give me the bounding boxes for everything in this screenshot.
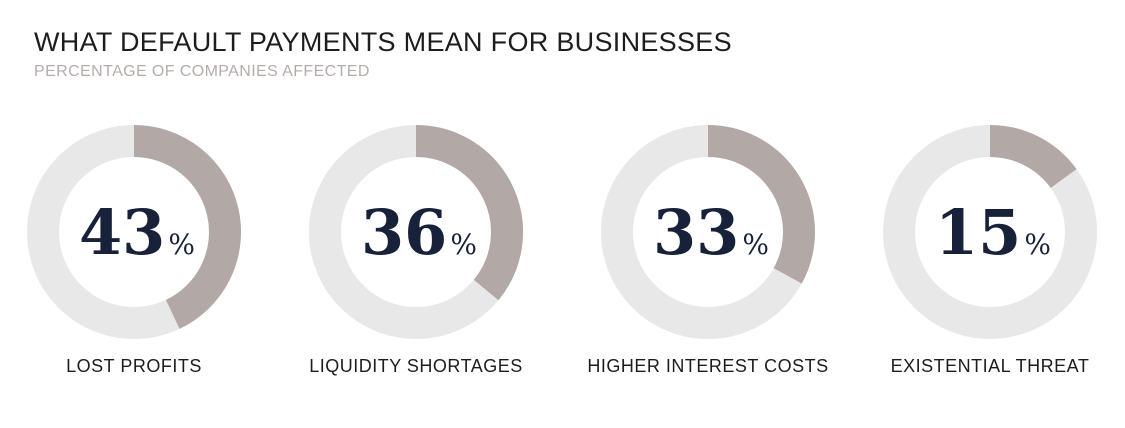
donut-category-label: LOST PROFITS xyxy=(66,356,202,376)
donut-category-label: HIGHER INTEREST COSTS xyxy=(587,356,828,376)
percent-unit: % xyxy=(450,228,477,261)
donut-value-arc xyxy=(989,125,1077,189)
percent-unit: % xyxy=(168,228,195,261)
donut-percent-label: 43% xyxy=(79,196,195,269)
donut-category-label: LIQUIDITY SHORTAGES xyxy=(309,356,523,376)
donut-percent-label: 15% xyxy=(935,196,1051,269)
donut-value-arc xyxy=(133,125,241,329)
chart-subtitle: PERCENTAGE OF COMPANIES AFFECTED xyxy=(34,63,370,80)
chart-title: WHAT DEFAULT PAYMENTS MEAN FOR BUSINESSE… xyxy=(34,27,732,57)
donut-category-label: EXISTENTIAL THREAT xyxy=(891,356,1090,376)
donut-3: 33 % HIGHER INTEREST COSTS xyxy=(587,125,828,376)
percent-unit: % xyxy=(1024,228,1051,261)
donut-value-arc xyxy=(415,125,523,301)
donut-1: 43 % LOST PROFITS xyxy=(27,125,241,376)
donut-percent-label: 36% xyxy=(361,196,477,269)
donut-4: 15 % EXISTENTIAL THREAT xyxy=(883,125,1097,376)
donut-2: 36 % LIQUIDITY SHORTAGES xyxy=(309,125,523,376)
donut-percent-label: 33% xyxy=(653,196,769,269)
donut-value-arc xyxy=(707,125,815,284)
percent-unit: % xyxy=(742,228,769,261)
